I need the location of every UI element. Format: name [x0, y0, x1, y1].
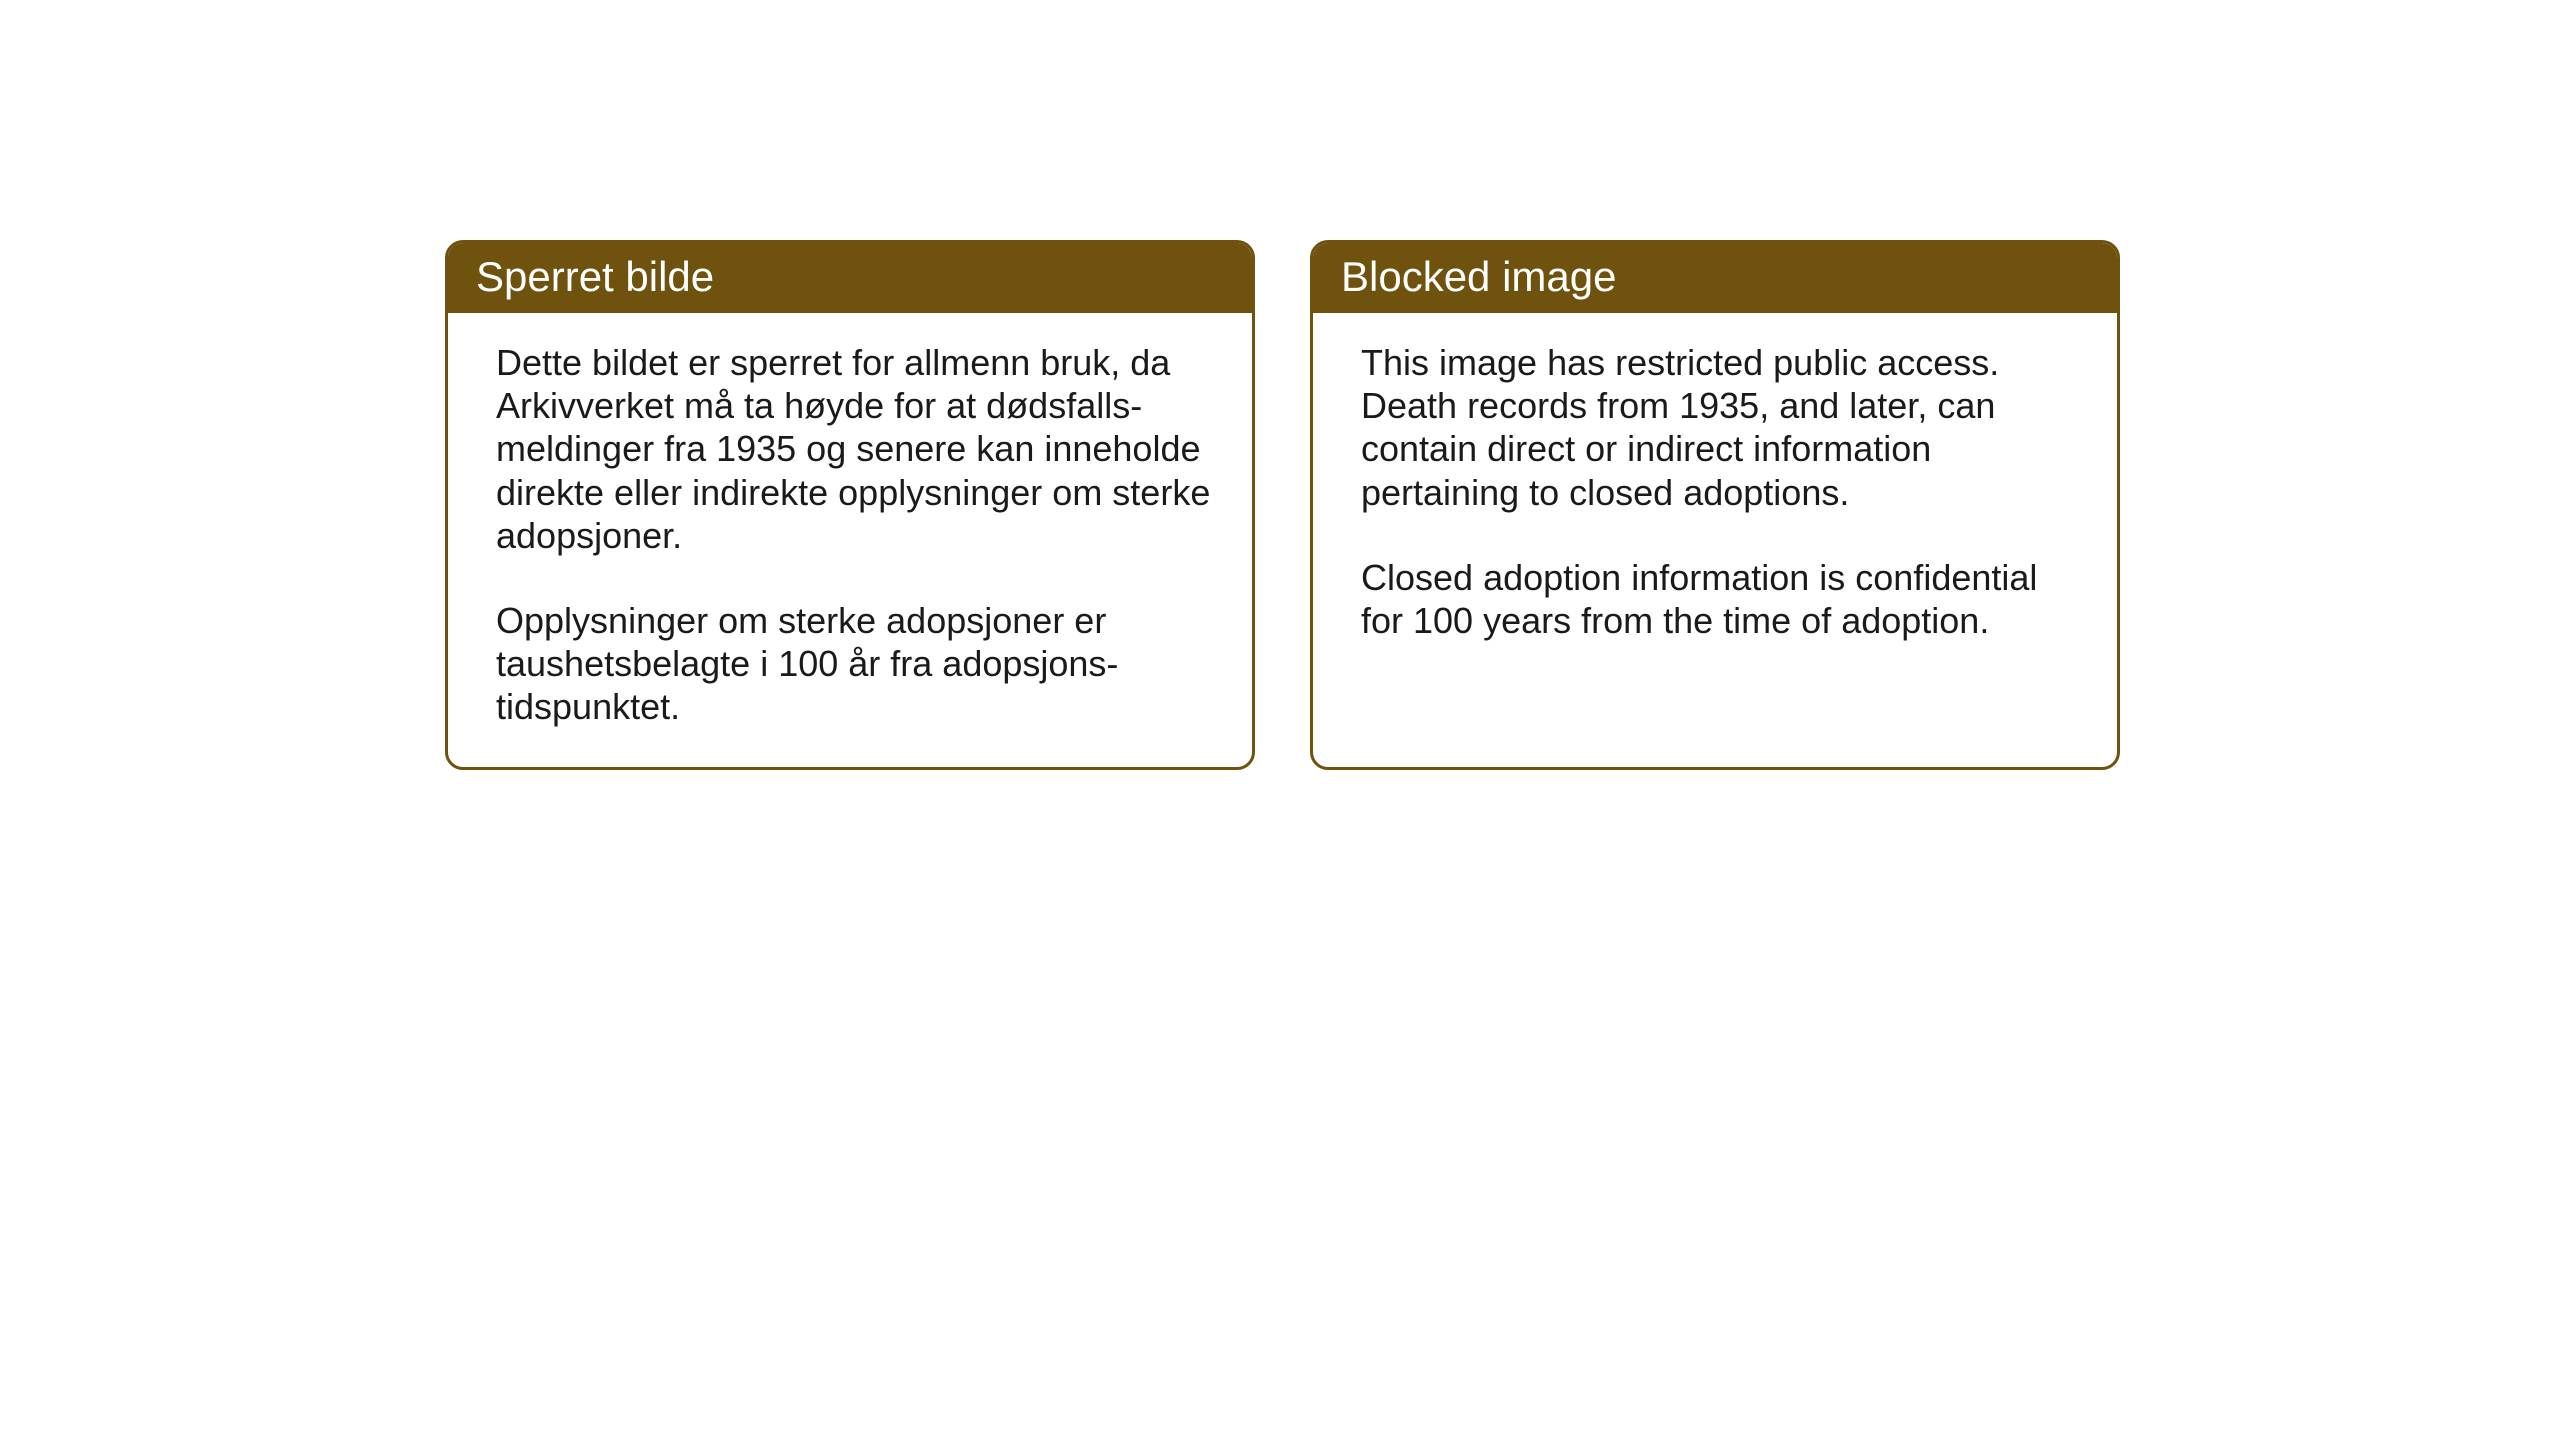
- notice-header-english: Blocked image: [1313, 243, 2117, 313]
- notice-header-norwegian: Sperret bilde: [448, 243, 1252, 313]
- notice-card-english: Blocked image This image has restricted …: [1310, 240, 2120, 770]
- notice-paragraph: Opplysninger om sterke adopsjoner er tau…: [496, 599, 1224, 729]
- notice-paragraph: Dette bildet er sperret for allmenn bruk…: [496, 341, 1224, 557]
- notice-paragraph: This image has restricted public access.…: [1361, 341, 2089, 514]
- notice-body-english: This image has restricted public access.…: [1313, 313, 2117, 763]
- notice-paragraph: Closed adoption information is confident…: [1361, 556, 2089, 642]
- notice-card-norwegian: Sperret bilde Dette bildet er sperret fo…: [445, 240, 1255, 770]
- notice-body-norwegian: Dette bildet er sperret for allmenn bruk…: [448, 313, 1252, 767]
- notice-container: Sperret bilde Dette bildet er sperret fo…: [445, 240, 2120, 770]
